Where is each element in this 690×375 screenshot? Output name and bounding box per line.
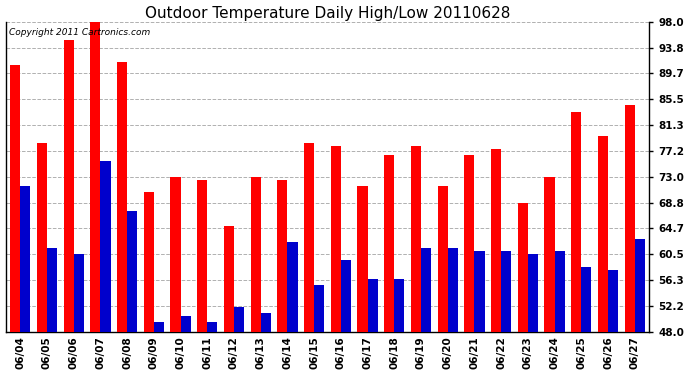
Bar	[437, 186, 448, 332]
Bar	[331, 146, 341, 332]
Bar	[411, 146, 421, 332]
Bar	[170, 177, 181, 332]
Bar	[74, 254, 83, 332]
Bar	[341, 260, 351, 332]
Bar	[224, 226, 234, 332]
Bar	[90, 19, 101, 332]
Bar	[37, 142, 47, 332]
Bar	[475, 251, 484, 332]
Bar	[250, 177, 261, 332]
Bar	[314, 285, 324, 332]
Bar	[394, 279, 404, 332]
Bar	[368, 279, 377, 332]
Bar	[518, 203, 528, 332]
Bar	[154, 322, 164, 332]
Bar	[304, 142, 314, 332]
Bar	[357, 186, 368, 332]
Bar	[197, 180, 207, 332]
Bar	[277, 180, 288, 332]
Bar	[528, 254, 538, 332]
Bar	[581, 267, 591, 332]
Bar	[384, 155, 394, 332]
Bar	[635, 239, 645, 332]
Bar	[288, 242, 297, 332]
Bar	[20, 186, 30, 332]
Bar	[571, 112, 581, 332]
Bar	[144, 192, 154, 332]
Bar	[555, 251, 564, 332]
Bar	[501, 251, 511, 332]
Bar	[101, 161, 110, 332]
Bar	[47, 248, 57, 332]
Title: Outdoor Temperature Daily High/Low 20110628: Outdoor Temperature Daily High/Low 20110…	[145, 6, 510, 21]
Bar	[624, 105, 635, 332]
Bar	[464, 155, 475, 332]
Bar	[117, 62, 127, 332]
Bar	[421, 248, 431, 332]
Bar	[207, 322, 217, 332]
Bar	[63, 40, 74, 332]
Bar	[261, 313, 271, 332]
Bar	[608, 270, 618, 332]
Bar	[181, 316, 190, 332]
Text: Copyright 2011 Cartronics.com: Copyright 2011 Cartronics.com	[9, 28, 150, 37]
Bar	[491, 149, 501, 332]
Bar	[544, 177, 555, 332]
Bar	[10, 65, 20, 332]
Bar	[598, 136, 608, 332]
Bar	[448, 248, 458, 332]
Bar	[127, 211, 137, 332]
Bar	[234, 307, 244, 332]
